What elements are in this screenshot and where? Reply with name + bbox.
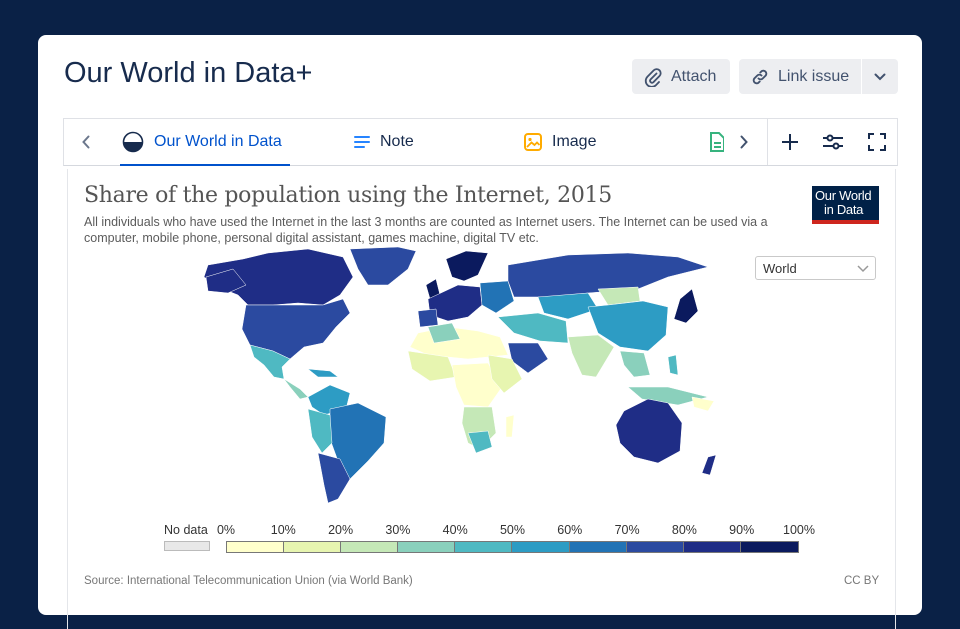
world-map [203, 247, 717, 504]
attach-button[interactable]: Attach [632, 59, 730, 94]
australia [615, 398, 683, 464]
legend-color-bar [226, 541, 799, 553]
turkey-iran [497, 312, 569, 344]
more-options-button[interactable] [862, 59, 898, 94]
scroll-left-button[interactable] [66, 119, 106, 165]
legend-swatch [398, 542, 456, 552]
legend-swatch [626, 542, 684, 552]
lines-icon [354, 136, 370, 148]
legend-tick-label: 20% [328, 523, 354, 537]
paperclip-icon [644, 67, 662, 87]
chevron-down-icon [857, 265, 869, 273]
tab-our-world-in-data[interactable]: Our World in Data [120, 119, 290, 166]
madagascar [505, 414, 515, 438]
tab-label: Note [380, 133, 414, 150]
region-select[interactable]: World [755, 256, 876, 280]
tab-label: Our World in Data [154, 133, 282, 150]
usa [241, 298, 351, 360]
link-issue-label: Link issue [778, 67, 850, 85]
russia [507, 252, 709, 298]
legend-tick-label: 70% [614, 523, 640, 537]
legend-tick-label: 80% [671, 523, 697, 537]
tab-note[interactable]: Note [354, 119, 414, 165]
legend-swatch [341, 542, 399, 552]
legend-tick-label: 100% [783, 523, 815, 537]
legend-tick-label: 90% [729, 523, 755, 537]
tab-bar: Our World in Data Note Image [63, 118, 898, 166]
logo-line2: in Data [824, 202, 864, 217]
legend-no-data-swatch [164, 541, 210, 551]
korea-japan [673, 288, 699, 324]
image-icon [524, 133, 542, 151]
arabia [507, 342, 549, 374]
legend-tick-label: 60% [557, 523, 583, 537]
scroll-right-button[interactable] [724, 119, 764, 165]
west-africa [407, 350, 457, 382]
legend-tick-label: 40% [442, 523, 468, 537]
chart-title: Share of the population using the Intern… [84, 183, 612, 208]
legend-tick-label: 30% [385, 523, 411, 537]
add-button[interactable] [767, 119, 812, 165]
issue-card: Our World in Data+ Attach Link issue Our… [38, 35, 922, 629]
iberia [417, 308, 439, 328]
brazil [329, 402, 387, 480]
south-africa [467, 430, 493, 454]
fullscreen-button[interactable] [855, 119, 899, 165]
china [587, 300, 669, 352]
kazakhstan [537, 292, 599, 320]
owid-embed: Share of the population using the Intern… [67, 169, 896, 629]
legend-swatch [227, 542, 285, 552]
legend-swatch [740, 542, 798, 552]
alaska [205, 268, 247, 294]
argentina-chile [317, 452, 351, 504]
document-icon [710, 132, 725, 152]
india [567, 334, 615, 378]
legend-tick-label: 0% [216, 523, 236, 537]
legend-no-data-label: No data [164, 523, 208, 537]
legend-swatch [284, 542, 342, 552]
chevron-left-icon [82, 135, 90, 149]
scandinavia [445, 250, 489, 282]
chart-subtitle: All individuals who have used the Intern… [84, 215, 768, 245]
new-zealand [701, 454, 717, 476]
owid-logo[interactable]: Our World in Data [812, 186, 879, 224]
mongolia [597, 286, 641, 306]
central-america [283, 378, 309, 400]
attach-label: Attach [671, 67, 717, 85]
link-icon [752, 69, 768, 84]
legend-tick-label: 50% [499, 523, 526, 537]
caribbean [307, 368, 339, 378]
peru-bolivia [307, 408, 333, 454]
chevron-right-icon [740, 135, 748, 149]
page-title: Our World in Data+ [64, 57, 313, 89]
chevron-down-icon [874, 73, 886, 80]
legend-swatch [683, 542, 741, 552]
southeast-asia [619, 350, 651, 378]
owid-globe-icon [122, 131, 144, 153]
source-note: Source: International Telecommunication … [84, 575, 413, 587]
tab-label: Image [552, 133, 597, 150]
region-select-value: World [763, 260, 797, 276]
maghreb [427, 322, 461, 344]
legend-swatch [569, 542, 627, 552]
legend-tick-label: 10% [270, 523, 296, 537]
link-issue-button[interactable]: Link issue [739, 59, 861, 94]
expand-icon [868, 133, 886, 151]
papua [691, 396, 715, 412]
legend-swatch [512, 542, 570, 552]
logo-line1: Our World [815, 188, 872, 203]
tab-image[interactable]: Image [524, 119, 596, 165]
east-africa [487, 354, 523, 394]
legend-swatch [455, 542, 513, 552]
license-link[interactable]: CC BY [844, 575, 880, 587]
sliders-icon [823, 134, 843, 150]
philippines [667, 354, 679, 376]
greenland [349, 247, 417, 286]
eastern-europe [479, 280, 515, 314]
plus-icon [782, 134, 798, 150]
settings-button[interactable] [811, 119, 855, 165]
